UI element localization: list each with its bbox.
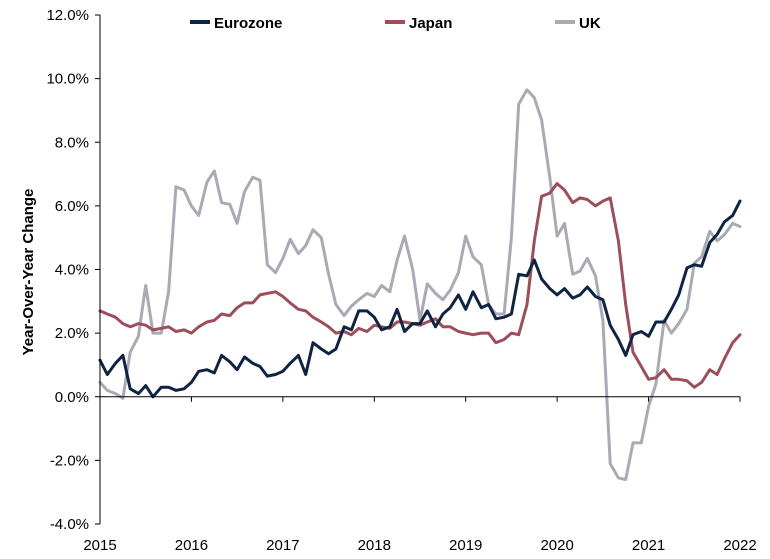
legend-label-eurozone: Eurozone [214, 15, 282, 32]
y-tick-label: 2.0% [55, 325, 89, 342]
y-tick-label: 12.0% [46, 7, 89, 24]
x-tick-label: 2018 [358, 537, 391, 554]
x-tick-label: 2020 [540, 537, 573, 554]
y-tick-label: 6.0% [55, 198, 89, 215]
x-tick-label: 2015 [83, 537, 116, 554]
y-tick-label: -4.0% [50, 516, 89, 533]
y-tick-label: -2.0% [50, 452, 89, 469]
axes [99, 15, 740, 524]
y-axis-title: Year-Over-Year Change [20, 189, 37, 356]
y-tick-label: 10.0% [46, 71, 89, 88]
y-tick-label: 8.0% [55, 134, 89, 151]
x-tick-label: 2017 [266, 537, 299, 554]
series-line-uk [98, 88, 742, 481]
x-tick-label: 2021 [632, 537, 665, 554]
y-tick-label: 4.0% [55, 262, 89, 279]
chart-legend: Eurozone Japan UK [190, 15, 601, 32]
x-tick-label: 2022 [723, 537, 756, 554]
x-tick-label: 2016 [175, 537, 208, 554]
series-line-japan [98, 182, 742, 389]
x-axis: 2015 2016 2017 2018 2019 2020 2021 2022 [83, 396, 757, 554]
series-lines [98, 88, 742, 481]
legend-label-japan: Japan [409, 15, 452, 32]
y-axis: -4.0% -2.0% 0.0% 2.0% 4.0% 6.0% 8.0% 10.0% 12.0% [46, 7, 100, 533]
legend-label-uk: UK [579, 15, 601, 32]
x-tick-label: 2019 [449, 537, 482, 554]
series-line-eurozone [98, 199, 742, 399]
y-tick-label: 0.0% [55, 389, 89, 406]
